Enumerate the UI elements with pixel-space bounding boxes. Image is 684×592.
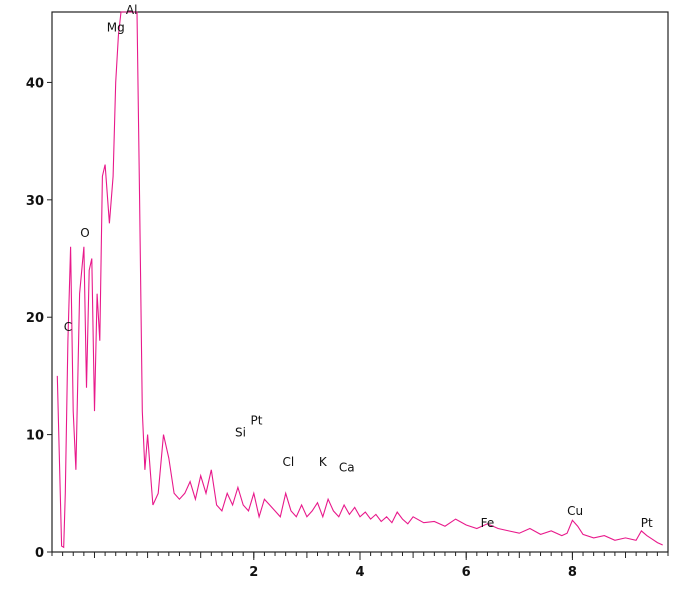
peak-label: Ca xyxy=(339,461,355,475)
y-tick-label: 10 xyxy=(26,429,44,444)
peak-label: Cu xyxy=(567,504,583,518)
spectrum-line xyxy=(56,11,663,549)
peak-label: Cl xyxy=(282,455,294,469)
y-tick-label: 0 xyxy=(35,546,44,561)
x-tick-label: 8 xyxy=(568,565,577,580)
y-tick-label: 20 xyxy=(26,311,44,326)
peak-label: Si xyxy=(235,425,246,439)
peak-label: Mg xyxy=(107,20,125,34)
spectrum-series xyxy=(56,11,663,549)
peak-label: Fe xyxy=(481,516,495,530)
plot-frame xyxy=(51,11,669,553)
y-tick-label: 30 xyxy=(26,194,44,209)
x-axis-minor-ticks xyxy=(51,552,669,558)
x-tick-label: 4 xyxy=(355,565,364,580)
y-axis-ticks: 0 10 20 30 40 xyxy=(26,76,52,561)
x-tick-label: 6 xyxy=(462,565,471,580)
x-tick-label: 2 xyxy=(249,565,258,580)
chart-axes xyxy=(51,11,669,553)
peak-label: K xyxy=(319,455,328,469)
y-tick-label: 40 xyxy=(26,76,44,91)
peak-label: Al xyxy=(126,3,138,17)
peak-label: O xyxy=(80,226,89,240)
peak-label: Pt xyxy=(641,516,653,530)
peak-label: Pt xyxy=(250,414,262,428)
peak-label: C xyxy=(64,320,72,334)
